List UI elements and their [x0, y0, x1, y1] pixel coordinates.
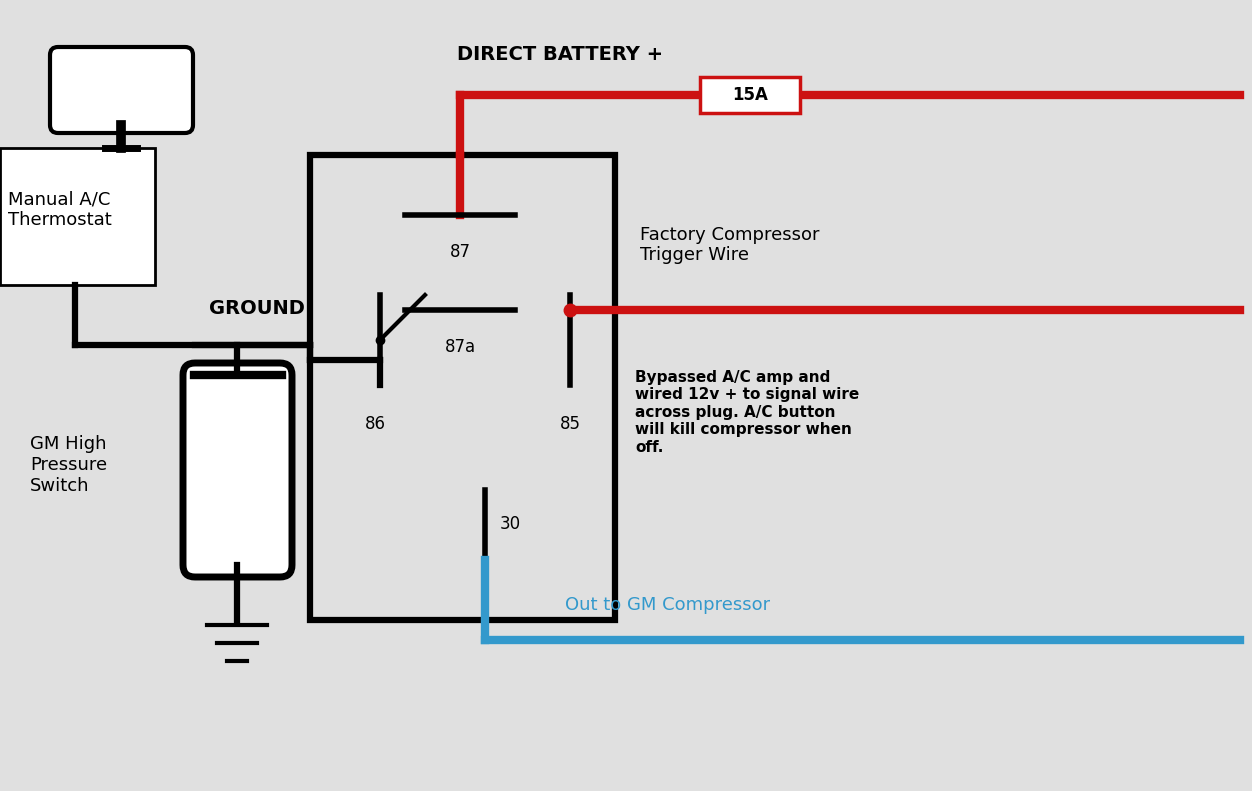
- Text: 86: 86: [364, 415, 386, 433]
- FancyBboxPatch shape: [183, 363, 292, 577]
- Bar: [0, 148, 155, 285]
- Text: Manual A/C
Thermostat: Manual A/C Thermostat: [8, 191, 111, 229]
- Bar: [310, 155, 615, 620]
- Text: Factory Compressor
Trigger Wire: Factory Compressor Trigger Wire: [640, 225, 820, 264]
- Text: 85: 85: [560, 415, 581, 433]
- Bar: [700, 77, 800, 113]
- Text: 87a: 87a: [444, 338, 476, 356]
- Text: GROUND: GROUND: [209, 299, 305, 318]
- Text: GM High
Pressure
Switch: GM High Pressure Switch: [30, 435, 108, 495]
- Text: DIRECT BATTERY +: DIRECT BATTERY +: [457, 46, 664, 65]
- Text: Out to GM Compressor: Out to GM Compressor: [565, 596, 770, 614]
- Text: 15A: 15A: [732, 86, 767, 104]
- Text: Bypassed A/C amp and
wired 12v + to signal wire
across plug. A/C button
will kil: Bypassed A/C amp and wired 12v + to sign…: [635, 370, 859, 455]
- Text: 87: 87: [449, 243, 471, 261]
- FancyBboxPatch shape: [50, 47, 193, 133]
- Text: 30: 30: [500, 515, 521, 533]
